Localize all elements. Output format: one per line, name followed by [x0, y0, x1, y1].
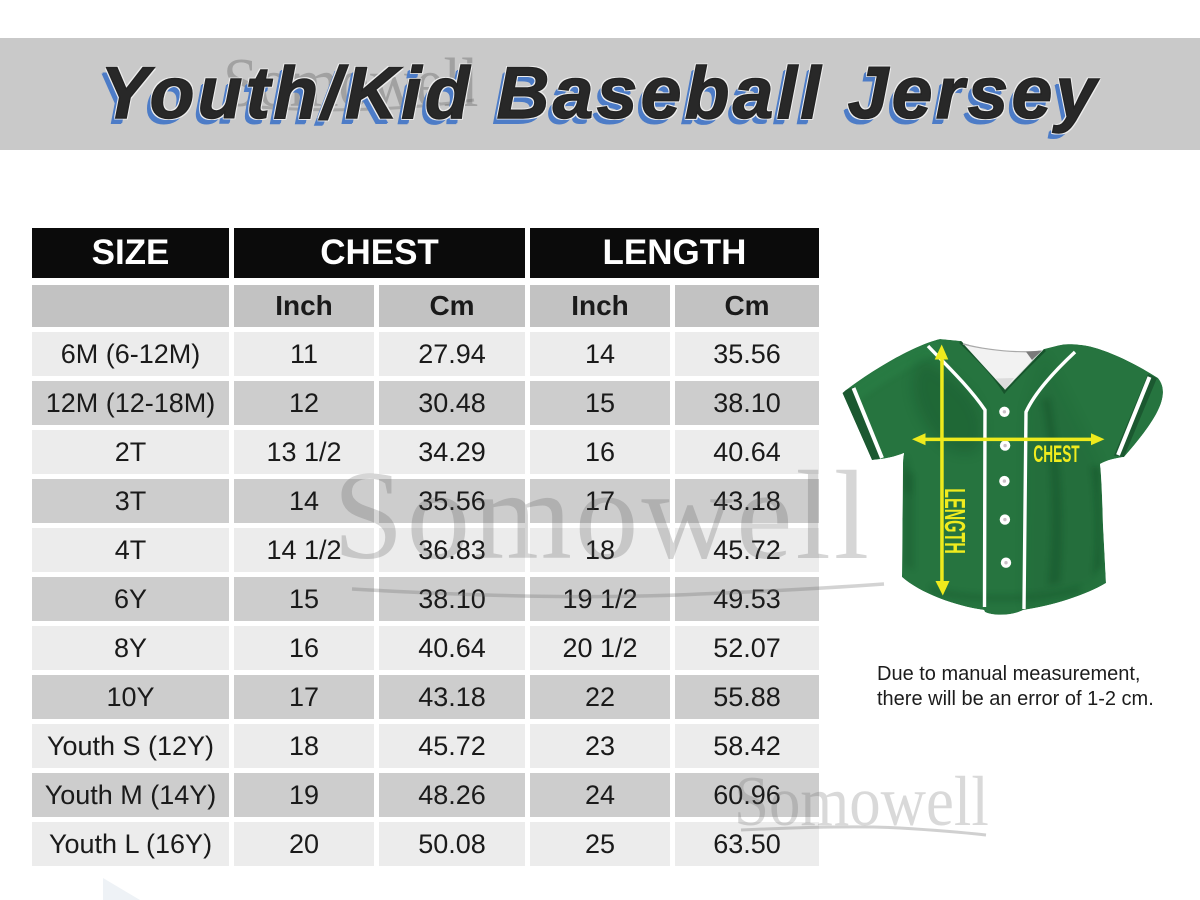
svg-text:CHEST: CHEST [1033, 441, 1079, 468]
svg-text:LENGTH: LENGTH [939, 488, 971, 554]
